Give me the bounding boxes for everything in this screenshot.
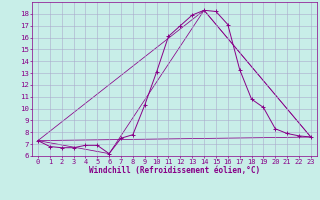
X-axis label: Windchill (Refroidissement éolien,°C): Windchill (Refroidissement éolien,°C) bbox=[89, 166, 260, 175]
